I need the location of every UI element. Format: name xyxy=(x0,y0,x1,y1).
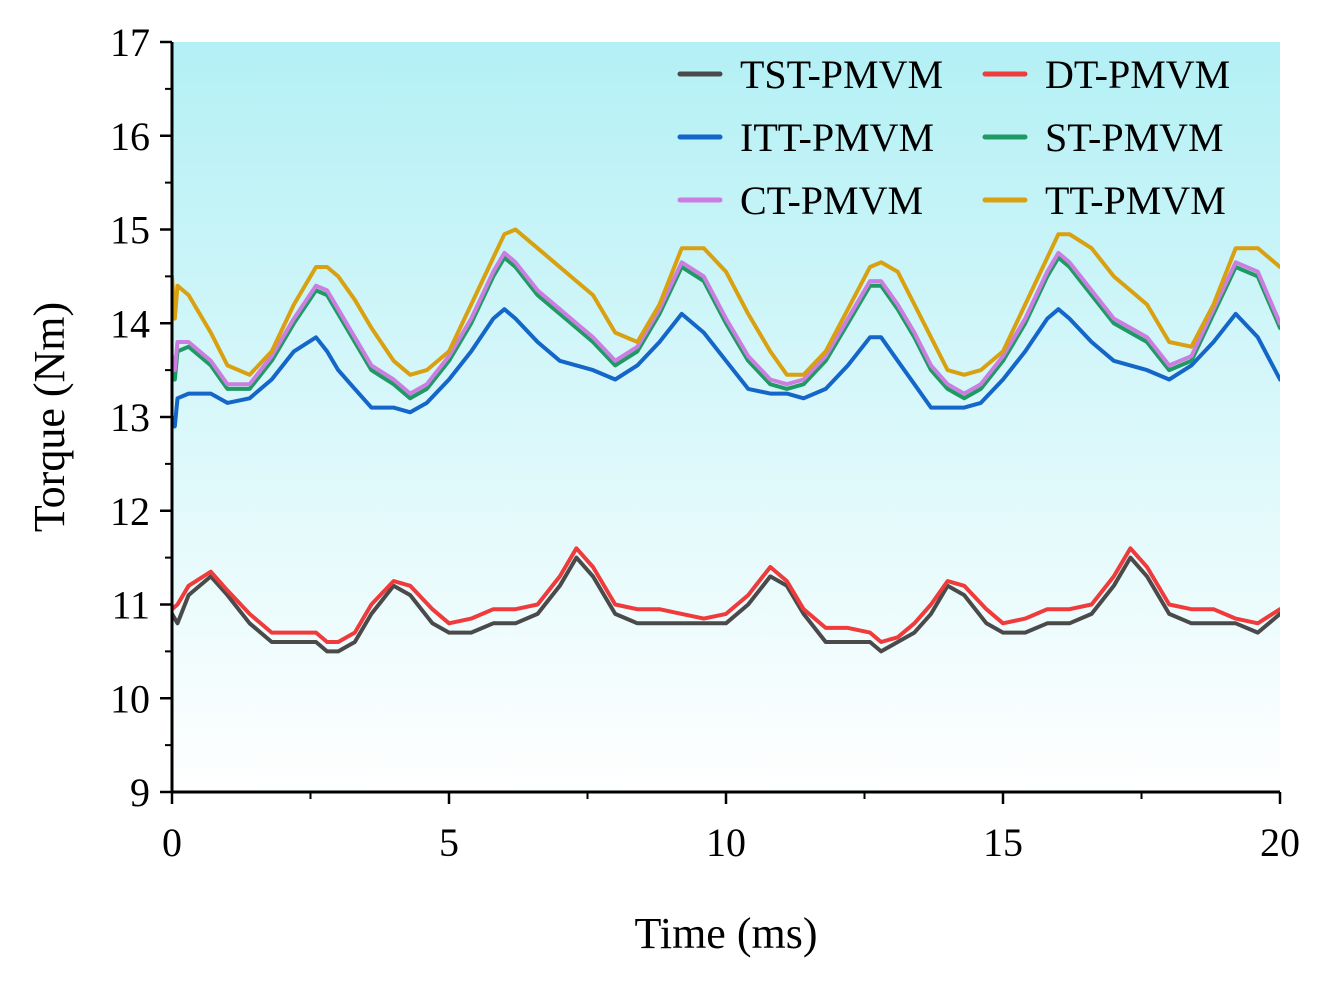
legend-label: DT-PMVM xyxy=(1045,52,1230,97)
plot-background xyxy=(172,42,1280,792)
legend-label: TT-PMVM xyxy=(1045,178,1226,223)
x-axis-title: Time (ms) xyxy=(635,909,818,958)
y-tick-label: 12 xyxy=(110,489,150,534)
x-tick-label: 20 xyxy=(1260,820,1300,865)
series-line-ct-pmvm xyxy=(172,250,1280,396)
series-line-dt-pmvm xyxy=(172,546,1280,644)
x-tick-label: 15 xyxy=(983,820,1023,865)
legend-label: CT-PMVM xyxy=(740,178,923,223)
y-axis-title: Torque (Nm) xyxy=(25,302,74,532)
y-tick-label: 11 xyxy=(111,583,150,628)
series-line-tst-pmvm xyxy=(172,555,1280,654)
x-tick-label: 10 xyxy=(706,820,746,865)
legend-label: ST-PMVM xyxy=(1045,115,1224,160)
y-tick-label: 16 xyxy=(110,114,150,159)
x-tick-label: 5 xyxy=(439,820,459,865)
y-tick-label: 10 xyxy=(110,676,150,721)
y-tick-label: 15 xyxy=(110,208,150,253)
y-tick-label: 9 xyxy=(130,770,150,815)
y-tick-label: 13 xyxy=(110,395,150,440)
y-tick-label: 17 xyxy=(110,20,150,65)
series-line-st-pmvm xyxy=(172,255,1280,401)
series-line-itt-pmvm xyxy=(172,307,1280,429)
legend-label: TST-PMVM xyxy=(740,52,943,97)
legend: TST-PMVM DT-PMVM ITT-PMVM ST-PMVM CT-PMVM TT-… xyxy=(677,52,1230,223)
axes-layer: 0 5 10 15 20 9 10 11 12 13 14 15 16 17 xyxy=(110,20,1300,865)
x-tick-label: 0 xyxy=(162,820,182,865)
legend-label: ITT-PMVM xyxy=(740,115,934,160)
series-line-tt-pmvm xyxy=(172,227,1280,377)
series-layer xyxy=(172,227,1280,654)
y-tick-label: 14 xyxy=(110,301,150,346)
